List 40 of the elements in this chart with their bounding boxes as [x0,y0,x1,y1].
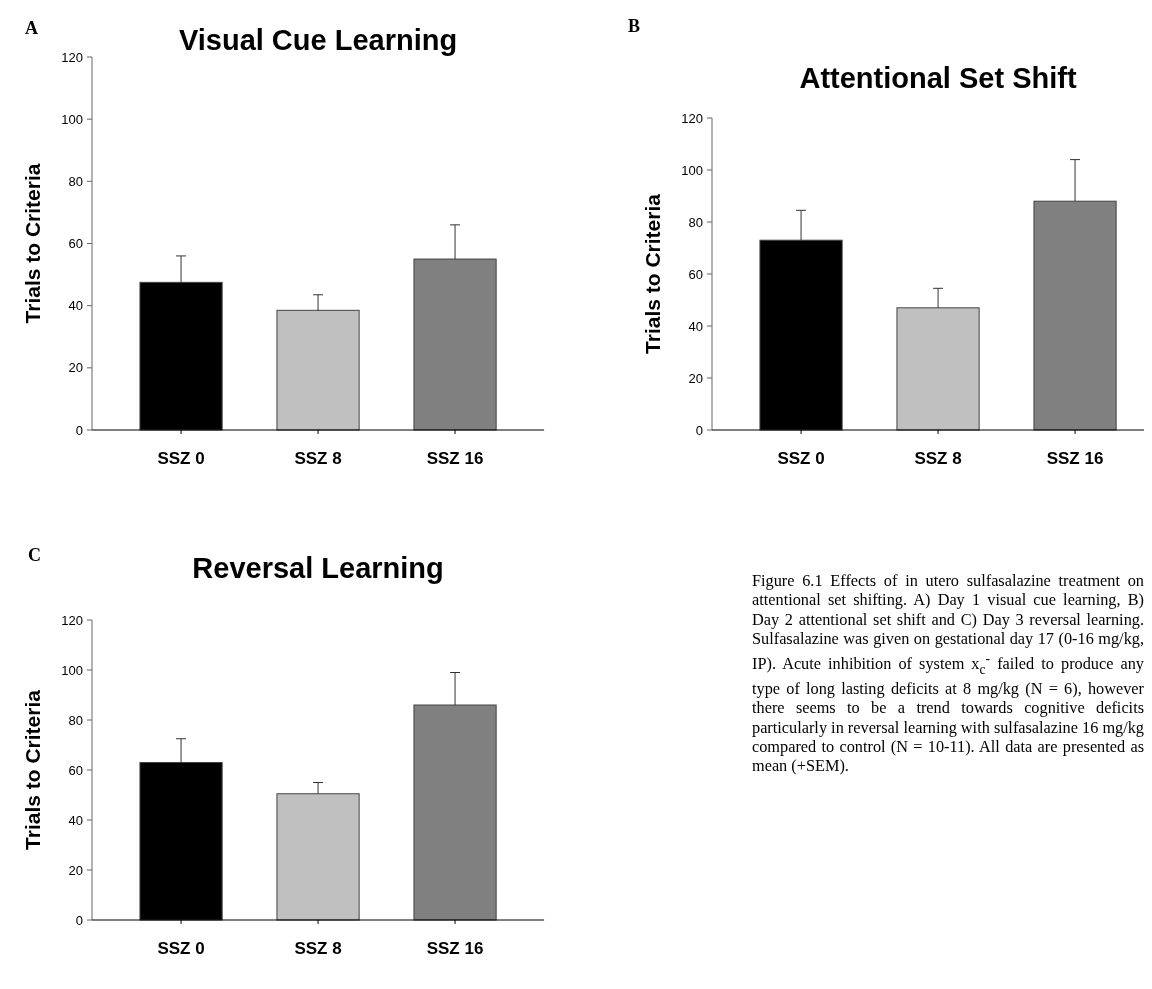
y-tick-label: 40 [68,298,83,314]
y-tick-label: 100 [61,662,83,678]
text: C [28,545,41,565]
y-tick-label: 120 [681,110,703,126]
x-tick-label: SSZ 0 [777,449,825,468]
chart-title: Reversal Learning [192,552,444,584]
x-tick-label: SSZ 8 [914,449,962,468]
y-tick-label: 20 [68,360,83,376]
y-tick-label: 100 [61,111,83,127]
chart-title: Visual Cue Learning [178,24,458,56]
text: Figure 6.1 Effects of in utero sulfasalazine treatment on attentional set shifting. A) Day 1 visual cue learning, B) Day 2 attentional set shift and C) Day 3 reversal learning. Sulfasalazine was given on gestational day 17 (0-16 mg/kg, IP). Acute inhibition of system x$_{c}$$^{-}$ failed to produce any type of long lasting deficits at 8 mg/kg (N = 6), however there seems to be a trend towards cognitive deficits particularly in reversal learning with sulfasalazine 16 mg/kg compared to control (N = 10-11). All data are presented as mean (+SEM). [752,571,1145,776]
y-tick-label: 0 [75,912,83,928]
y-tick-label: 120 [61,49,83,65]
x-tick-label: SSZ 8 [294,939,342,958]
x-tick-label: SSZ 0 [157,449,205,468]
y-tick-label: 120 [61,612,83,628]
y-tick-label: 60 [688,266,703,282]
y-tick-label: 40 [688,318,703,334]
text: A [25,18,38,38]
y-tick-label: 100 [681,162,703,178]
y-tick-label: 20 [688,370,703,386]
chart-title: Attentional Set Shift [799,62,1077,94]
y-tick-label: 80 [68,712,83,728]
y-tick-label: 80 [688,214,703,230]
x-tick-label: SSZ 16 [426,939,484,958]
y-tick-label: 80 [68,173,83,189]
y-tick-label: 60 [68,762,83,778]
y-tick-label: 60 [68,236,83,252]
x-tick-label: SSZ 16 [1046,449,1104,468]
y-axis-title: Trials to Criteria [641,193,664,354]
x-tick-label: SSZ 8 [294,449,342,468]
x-tick-label: SSZ 16 [426,449,484,468]
y-axis-title: Trials to Criteria [21,163,44,324]
text: B [628,16,641,36]
y-tick-label: 0 [75,422,83,438]
y-tick-label: 20 [68,862,83,878]
y-tick-label: 0 [695,422,703,438]
x-tick-label: SSZ 0 [157,939,205,958]
y-axis-title: Trials to Criteria [21,689,44,850]
y-tick-label: 40 [68,812,83,828]
